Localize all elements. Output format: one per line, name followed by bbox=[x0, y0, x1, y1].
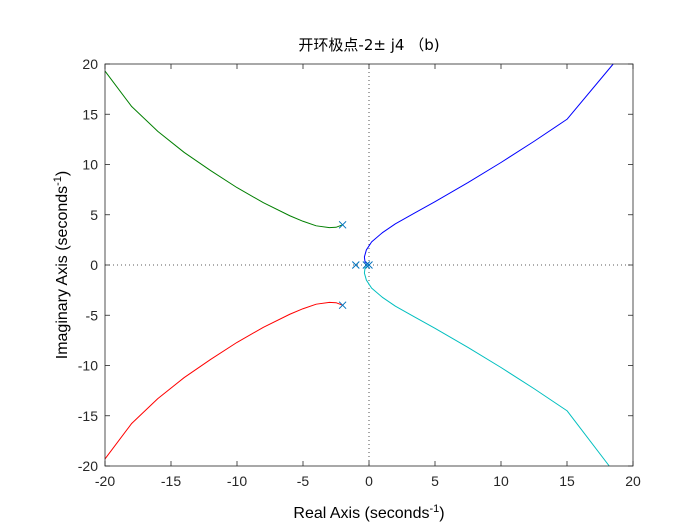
locus-curves bbox=[104, 63, 614, 467]
chart-title: 开环极点-2± j4 （b) bbox=[298, 36, 439, 54]
y-axis-label-exponent: -1 bbox=[52, 176, 64, 186]
x-tick-label: -15 bbox=[161, 473, 181, 489]
y-axis-label-text: Imaginary Axis (seconds bbox=[54, 186, 71, 359]
locus-branch-1 bbox=[363, 63, 614, 266]
x-axis-label-exponent: -1 bbox=[429, 503, 439, 515]
y-tick-label: 10 bbox=[82, 157, 98, 173]
y-axis-label: Imaginary Axis (seconds-1) bbox=[52, 171, 71, 360]
x-tick-label: 20 bbox=[625, 473, 641, 489]
x-tick-label: 15 bbox=[559, 473, 575, 489]
y-tick-label: 5 bbox=[90, 207, 98, 223]
pole-marker-2 bbox=[338, 301, 347, 310]
y-tick-label: 20 bbox=[82, 56, 98, 72]
x-axis-label-text: Real Axis (seconds bbox=[293, 505, 429, 522]
x-axis-label-close: ) bbox=[439, 505, 444, 522]
x-tick-label: 0 bbox=[365, 473, 373, 489]
x-tick-label: 10 bbox=[493, 473, 509, 489]
locus-branch-3 bbox=[104, 70, 343, 229]
pole-marker-stroke bbox=[362, 261, 371, 269]
pole-marker-3 bbox=[351, 261, 360, 269]
x-axis-ticks: -20 -15 -10 -5 0 5 10 15 20 bbox=[95, 64, 641, 489]
x-axis-label: Real Axis (seconds-1) bbox=[293, 503, 444, 522]
locus-branch-4 bbox=[104, 301, 343, 460]
pole-marker-stroke bbox=[338, 220, 347, 229]
x-tick-label: -10 bbox=[227, 473, 247, 489]
y-tick-label: -15 bbox=[78, 408, 98, 424]
x-tick-label: -5 bbox=[297, 473, 310, 489]
pole-markers bbox=[338, 220, 373, 310]
y-axis-ticks: -20 -15 -10 -5 0 5 10 15 20 bbox=[78, 56, 633, 474]
pole-marker-stroke bbox=[351, 261, 360, 269]
x-tick-label: 5 bbox=[431, 473, 439, 489]
pole-marker-stroke bbox=[338, 301, 347, 310]
pole-marker-5 bbox=[365, 261, 373, 269]
pole-marker-4 bbox=[362, 261, 371, 269]
y-tick-label: 15 bbox=[82, 106, 98, 122]
y-tick-label: -10 bbox=[78, 358, 98, 374]
x-tick-label: -20 bbox=[95, 473, 115, 489]
y-tick-label: 0 bbox=[90, 257, 98, 273]
y-tick-label: -20 bbox=[78, 458, 98, 474]
y-tick-label: -5 bbox=[86, 307, 99, 323]
pole-marker-stroke bbox=[365, 261, 373, 269]
locus-branch-2 bbox=[363, 264, 610, 467]
pole-marker-1 bbox=[338, 220, 347, 229]
y-axis-label-close: ) bbox=[54, 171, 71, 176]
